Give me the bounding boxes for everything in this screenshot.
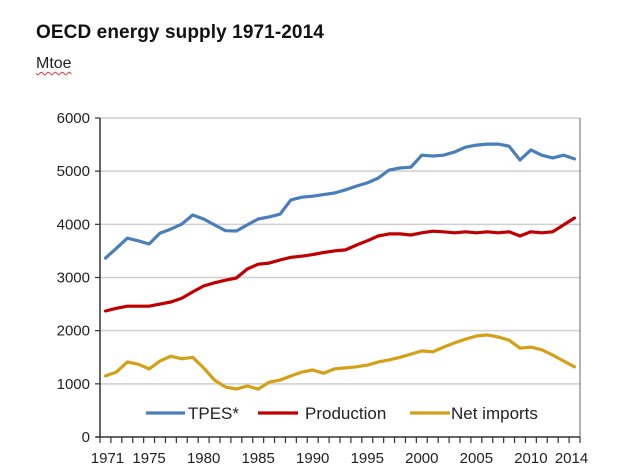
x-tick-label: 1971 (91, 450, 124, 467)
x-tick-label: 2014 (555, 450, 588, 467)
x-tick-label: 2005 (460, 450, 493, 467)
x-tick-label: 2000 (405, 450, 438, 467)
series-line-production (103, 216, 577, 313)
series-lines (103, 142, 577, 391)
legend-label-net-imports: Net imports (451, 404, 538, 423)
series-line-net-imports (103, 333, 577, 391)
legend-label-tpes: TPES* (188, 404, 239, 423)
y-tick-label: 2000 (57, 323, 90, 340)
x-tick-label: 1995 (351, 450, 384, 467)
y-axis-ticks: 0 1000 2000 3000 4000 5000 6000 (57, 110, 100, 446)
x-tick-label: 1985 (241, 450, 274, 467)
y-tick-label: 0 (82, 429, 90, 446)
y-tick-label: 3000 (57, 270, 90, 287)
x-tick-label: 1990 (296, 450, 329, 467)
x-tick-label: 1975 (132, 450, 165, 467)
y-tick-label: 1000 (57, 376, 90, 393)
x-tick-label: 2010 (514, 450, 547, 467)
y-tick-label: 5000 (57, 163, 90, 180)
x-tick-label: 1980 (187, 450, 220, 467)
unit-label: Mtoe (36, 55, 72, 72)
legend: TPES* Production Net imports (146, 404, 538, 423)
x-axis-ticks: 1971 1975 1980 1985 1990 1995 2000 2005 2010 2014 (91, 437, 588, 467)
y-tick-label: 4000 (57, 216, 90, 233)
legend-label-production: Production (305, 404, 386, 423)
series-line-tpes (103, 142, 577, 260)
y-tick-label: 6000 (57, 110, 90, 127)
chart-title: OECD energy supply 1971-2014 (36, 22, 324, 43)
